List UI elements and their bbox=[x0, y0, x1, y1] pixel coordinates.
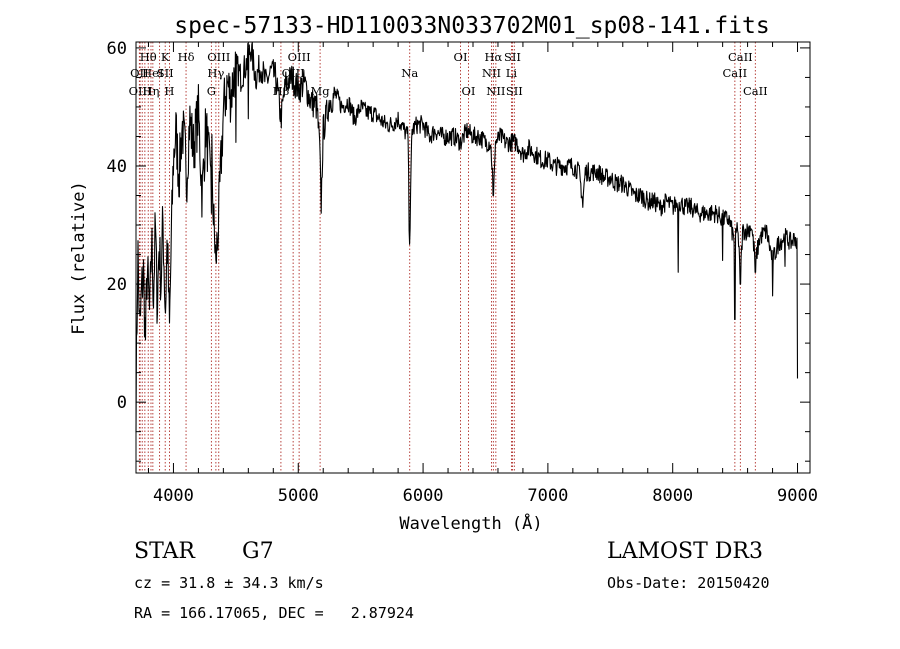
spectral-line-label: Mg bbox=[311, 84, 331, 98]
spectral-line-label: SII bbox=[157, 66, 174, 80]
axis-ticks bbox=[136, 42, 810, 473]
object-class: STAR bbox=[134, 539, 195, 564]
plot-frame bbox=[136, 42, 810, 473]
y-axis-label: Flux (relative) bbox=[69, 181, 89, 335]
coordinates-readout: RA = 166.17065, DEC = 2.87924 bbox=[134, 604, 414, 622]
x-axis-label: Wavelength (Å) bbox=[399, 512, 542, 534]
spectral-line-label: Hθ bbox=[140, 50, 157, 64]
spectral-line-label: Na bbox=[401, 66, 418, 80]
object-subclass: G7 bbox=[242, 539, 274, 564]
spectral-line-label: NII bbox=[482, 66, 501, 80]
spectral-line-label: CaII bbox=[722, 66, 747, 80]
spectral-line-label: G bbox=[207, 84, 216, 98]
y-tick-label: 20 bbox=[107, 275, 127, 295]
spectral-line-label: Hγ bbox=[207, 66, 224, 80]
spectral-line-label: NII bbox=[486, 84, 505, 98]
x-tick-label: 6000 bbox=[403, 486, 444, 506]
spectral-line-label: SII bbox=[504, 50, 521, 64]
x-tick-label: 9000 bbox=[777, 486, 818, 506]
spectral-line-label: OI bbox=[462, 84, 476, 98]
x-tick-label: 5000 bbox=[278, 486, 319, 506]
spectral-line-label: Hη bbox=[143, 84, 160, 98]
spectral-line-label: CaII bbox=[728, 50, 753, 64]
observation-date: Obs-Date: 20150420 bbox=[607, 574, 770, 592]
spectral-line-label: CaII bbox=[743, 84, 768, 98]
x-tick-label: 4000 bbox=[153, 486, 194, 506]
spectral-line-label: K bbox=[161, 50, 170, 64]
spectral-line-label: Hα bbox=[484, 50, 502, 64]
spectral-line-label: OIII bbox=[288, 50, 311, 64]
y-tick-label: 60 bbox=[107, 39, 127, 59]
spectral-line-label: Hβ bbox=[273, 84, 290, 98]
spectral-line-label: OIII bbox=[207, 50, 230, 64]
spectral-line-label: H bbox=[164, 84, 174, 98]
spectral-line-label: Hδ bbox=[178, 50, 195, 64]
y-tick-labels: 0 20 40 60 bbox=[107, 39, 127, 413]
x-tick-labels: 4000 5000 6000 7000 8000 9000 bbox=[153, 486, 818, 506]
spectrum-series-line bbox=[136, 42, 798, 432]
spectral-line-label: Li bbox=[506, 66, 518, 80]
y-tick-label: 0 bbox=[117, 393, 127, 413]
spectral-line-label: SII bbox=[506, 84, 523, 98]
spectral-line-label: OI bbox=[454, 50, 468, 64]
y-tick-label: 40 bbox=[107, 157, 127, 177]
x-tick-label: 7000 bbox=[527, 486, 568, 506]
redshift-readout: cz = 31.8 ± 34.3 km/s bbox=[134, 574, 324, 592]
chart-title: spec-57133-HD110033N033702M01_sp08-141.f… bbox=[174, 13, 769, 39]
x-tick-label: 8000 bbox=[652, 486, 693, 506]
survey-name: LAMOST DR3 bbox=[607, 539, 763, 564]
